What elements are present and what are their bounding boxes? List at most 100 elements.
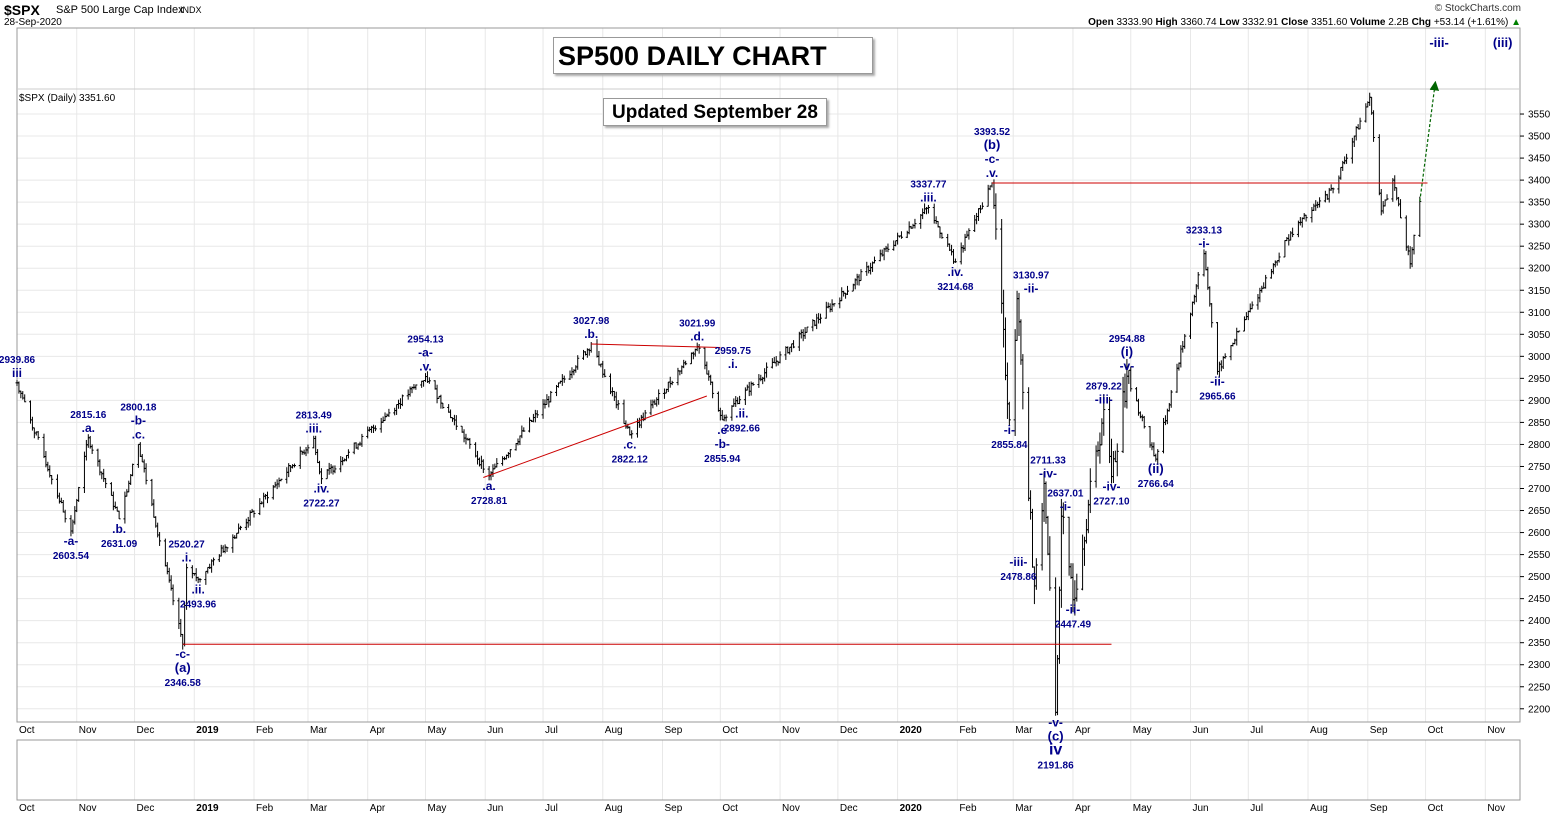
x-tick-label: Dec: [137, 725, 155, 736]
x-tick-label: Nov: [782, 803, 800, 814]
y-tick-label: 2400: [1528, 616, 1551, 627]
y-tick-label: 2700: [1528, 484, 1551, 495]
wave-label: .c.: [623, 438, 636, 452]
trend-lines: [182, 80, 1440, 645]
x-tick-label: Aug: [605, 803, 623, 814]
wave-label: -iii-: [1095, 393, 1113, 407]
y-tick-label: 2450: [1528, 594, 1551, 605]
wave-label: .iv.: [948, 265, 964, 279]
x-tick-label: Sep: [1370, 725, 1388, 736]
wave-price-label: 3130.97: [1013, 271, 1050, 282]
wave-price-label: 2939.86: [0, 355, 36, 366]
wave-price-label: 3337.77: [910, 180, 947, 191]
wave-price-label: 2855.84: [991, 440, 1028, 451]
y-tick-label: 2950: [1528, 374, 1551, 385]
x-tick-label: Oct: [1428, 725, 1444, 736]
y-tick-label: 2550: [1528, 550, 1551, 561]
y-tick-label: 3550: [1528, 110, 1551, 121]
wave-label: .e: [717, 423, 727, 437]
price-bars: [15, 92, 1422, 716]
wave-label: -v-: [1048, 715, 1063, 729]
wave-label: .iii.: [305, 422, 322, 436]
x-tick-label: Dec: [137, 803, 155, 814]
wave-price-label: 2815.16: [70, 410, 107, 421]
volume-value: 2.2B: [1388, 17, 1409, 28]
wave-label: -i-: [1060, 499, 1071, 513]
updated-note: Updated September 28: [603, 98, 827, 126]
ohlc-readout: Open 3333.90 High 3360.74 Low 3332.91 Cl…: [1088, 17, 1521, 28]
panel-frames: [16, 27, 1521, 801]
wave-price-label: 2493.96: [180, 599, 217, 610]
x-tick-label: Jul: [1250, 725, 1263, 736]
x-tick-label: May: [1133, 803, 1152, 814]
up-arrow-icon: ▲: [1511, 17, 1521, 28]
x-tick-label: Apr: [370, 725, 386, 736]
x-tick-label: Oct: [722, 803, 738, 814]
x-tick-label: Feb: [959, 803, 977, 814]
low-value: 3332.91: [1242, 17, 1279, 28]
wave-price-label: 2800.18: [120, 402, 157, 413]
y-tick-label: 3050: [1528, 330, 1551, 341]
wave-target-label: (iii): [1493, 35, 1513, 50]
wave-price-label: 2722.27: [303, 499, 340, 510]
volume-label: Volume: [1350, 17, 1386, 28]
x-tick-label: Sep: [665, 803, 683, 814]
high-value: 3360.74: [1180, 17, 1217, 28]
wave-price-label: 2728.81: [471, 496, 508, 507]
wave-label: .ii.: [735, 407, 748, 421]
wave-label: (c): [1048, 728, 1064, 743]
wave-price-label: 2478.86: [1000, 572, 1037, 583]
wave-label: .i.: [728, 357, 738, 371]
x-tick-label: Feb: [256, 803, 274, 814]
wave-annotations: 2939.86iii-a-2603.542815.16.a..b.2631.09…: [0, 35, 1512, 771]
y-tick-label: 2750: [1528, 462, 1551, 473]
x-tick-label: Jun: [1192, 725, 1208, 736]
trend-line: [591, 343, 721, 349]
wave-price-label: 2954.88: [1109, 334, 1146, 345]
y-tick-label: 3400: [1528, 176, 1551, 187]
x-tick-label: Dec: [840, 803, 858, 814]
wave-price-label: 2892.66: [724, 424, 761, 435]
y-tick-label: 3200: [1528, 264, 1551, 275]
x-tick-label: Jul: [545, 725, 558, 736]
wave-price-label: 2711.33: [1030, 456, 1066, 467]
x-tick-label: 2020: [900, 803, 923, 814]
wave-label: .i.: [182, 551, 192, 565]
x-tick-label: Nov: [1487, 725, 1505, 736]
wave-label: -i-: [1004, 423, 1015, 437]
x-tick-label: Oct: [19, 803, 35, 814]
x-tick-label: Feb: [256, 725, 274, 736]
wave-label: (b): [984, 137, 1001, 152]
wave-label: iv: [1049, 741, 1062, 758]
wave-label: .ii.: [191, 582, 204, 596]
x-tick-label: Sep: [1370, 803, 1388, 814]
x-tick-label: Apr: [1075, 803, 1091, 814]
wave-label: -ii-: [1024, 282, 1039, 296]
x-tick-label: Nov: [79, 725, 97, 736]
chg-value: +53.14 (+1.61%): [1433, 17, 1509, 28]
wave-label: (i): [1121, 344, 1133, 359]
x-tick-label: Mar: [310, 725, 328, 736]
y-tick-label: 3250: [1528, 242, 1551, 253]
wave-label: .iv.: [314, 482, 330, 496]
x-tick-label: Aug: [1310, 725, 1328, 736]
y-tick-label: 2350: [1528, 638, 1551, 649]
x-tick-label: Mar: [310, 803, 328, 814]
wave-price-label: 2954.13: [407, 335, 444, 346]
credit-label: © StockCharts.com: [1434, 3, 1521, 14]
open-label: Open: [1088, 17, 1114, 28]
wave-label: .c.: [132, 427, 145, 441]
open-value: 3333.90: [1116, 17, 1153, 28]
y-tick-label: 3300: [1528, 220, 1551, 231]
x-tick-label: Mar: [1015, 725, 1033, 736]
chart-grid: [16, 28, 1520, 800]
x-tick-label: Oct: [19, 725, 35, 736]
x-tick-label: Nov: [1487, 803, 1505, 814]
trend-line: [483, 395, 708, 478]
chart-date: 28-Sep-2020: [4, 17, 62, 28]
wave-price-label: 2879.22: [1086, 382, 1123, 393]
close-value: 3351.60: [1311, 17, 1348, 28]
x-tick-label: Nov: [782, 725, 800, 736]
x-tick-label: Jun: [487, 725, 503, 736]
wave-target-label: -iii-: [1429, 35, 1449, 50]
